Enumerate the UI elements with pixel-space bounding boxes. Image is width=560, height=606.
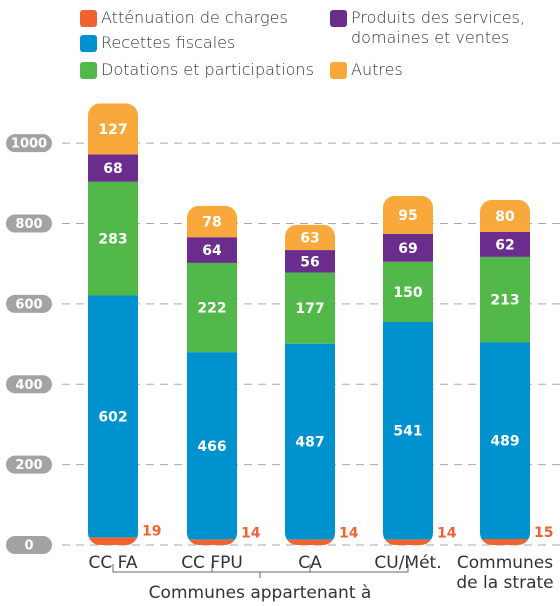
bar-segment xyxy=(285,343,335,540)
legend-label: Autres xyxy=(351,60,403,79)
x-tick-label: CU/Mét. xyxy=(374,553,442,573)
legend-label: Recettes fiscales xyxy=(101,33,236,52)
bar-segment xyxy=(88,181,138,296)
bar-segment xyxy=(480,231,530,257)
bar-segment xyxy=(88,154,138,182)
value-label: 95 xyxy=(398,208,417,224)
value-label: 150 xyxy=(393,285,422,301)
bar-segment xyxy=(383,233,433,262)
value-label: 19 xyxy=(142,523,161,539)
bar-stack xyxy=(383,195,433,545)
value-label: 541 xyxy=(393,424,422,440)
legend-swatch xyxy=(80,62,97,79)
y-tick-label: 400 xyxy=(15,378,42,393)
value-label: 213 xyxy=(490,293,519,309)
value-label: 62 xyxy=(495,237,514,253)
value-label: 78 xyxy=(202,215,221,231)
bar-stack xyxy=(187,205,237,545)
bar-segment xyxy=(285,250,335,273)
value-label: 14 xyxy=(339,525,359,541)
y-tick-pill xyxy=(6,455,52,474)
value-label: 15 xyxy=(534,525,553,541)
value-label: 127 xyxy=(98,122,127,138)
bar-segment xyxy=(187,262,237,353)
bar-segment xyxy=(187,352,237,540)
bar-segment xyxy=(187,539,237,545)
bar-stack xyxy=(480,199,530,545)
bar-segment xyxy=(88,537,138,545)
bar-segment xyxy=(383,539,433,545)
bar-segment xyxy=(480,256,530,343)
y-tick-label: 600 xyxy=(15,297,42,312)
bar-segment xyxy=(187,237,237,263)
value-label: 64 xyxy=(202,243,222,259)
legend-label: Dotations et participations xyxy=(101,60,314,79)
y-tick-label: 200 xyxy=(15,458,42,473)
value-label: 69 xyxy=(398,241,417,257)
y-tick-label: 1000 xyxy=(11,137,47,152)
legend-label: Atténuation de charges xyxy=(101,8,288,27)
y-tick-pill xyxy=(6,214,52,233)
bar-stack xyxy=(285,224,335,545)
y-tick-label: 0 xyxy=(24,539,33,554)
value-label: 80 xyxy=(495,209,515,225)
value-label: 222 xyxy=(197,301,226,317)
y-tick-pill xyxy=(6,375,52,394)
x-tick-label: CC FPU xyxy=(181,553,243,573)
value-label: 56 xyxy=(300,254,319,270)
y-tick-pill xyxy=(6,294,52,313)
bar-stack xyxy=(88,103,138,545)
value-label: 602 xyxy=(98,409,127,425)
y-tick-label: 800 xyxy=(15,217,42,232)
bar-segment xyxy=(285,272,335,344)
group-bracket xyxy=(112,564,409,578)
bar-segment xyxy=(480,342,530,539)
bar-segment xyxy=(285,539,335,545)
y-tick-pill xyxy=(6,134,52,153)
value-label: 489 xyxy=(490,434,519,450)
value-label: 14 xyxy=(437,525,457,541)
bar-segment xyxy=(383,321,433,540)
bar-segment xyxy=(480,538,530,545)
bar-segment xyxy=(285,224,335,251)
value-label: 14 xyxy=(241,525,261,541)
bar-segment xyxy=(187,205,237,238)
group-label: Communes appartenant à xyxy=(148,583,372,603)
legend-swatch xyxy=(80,35,97,52)
value-label: 283 xyxy=(98,232,127,248)
legend-swatch xyxy=(80,10,97,27)
x-tick-label: Communes de la strate xyxy=(456,553,554,593)
legend-swatch xyxy=(330,10,347,27)
bar-segment xyxy=(383,195,433,234)
x-tick-label: CC FA xyxy=(88,553,138,573)
bar-segment xyxy=(383,261,433,322)
value-label: 68 xyxy=(103,161,122,177)
x-tick-label: CA xyxy=(298,553,322,573)
bar-segment xyxy=(480,199,530,232)
value-label: 487 xyxy=(295,435,324,451)
bar-segment xyxy=(88,295,138,538)
value-label: 63 xyxy=(300,230,319,246)
legend-swatch xyxy=(330,62,347,79)
bar-segment xyxy=(88,103,138,155)
legend-label: Produits des services, domaines et vente… xyxy=(351,8,525,47)
y-tick-pill xyxy=(6,536,52,554)
value-label: 466 xyxy=(197,439,226,455)
value-label: 177 xyxy=(295,301,324,317)
